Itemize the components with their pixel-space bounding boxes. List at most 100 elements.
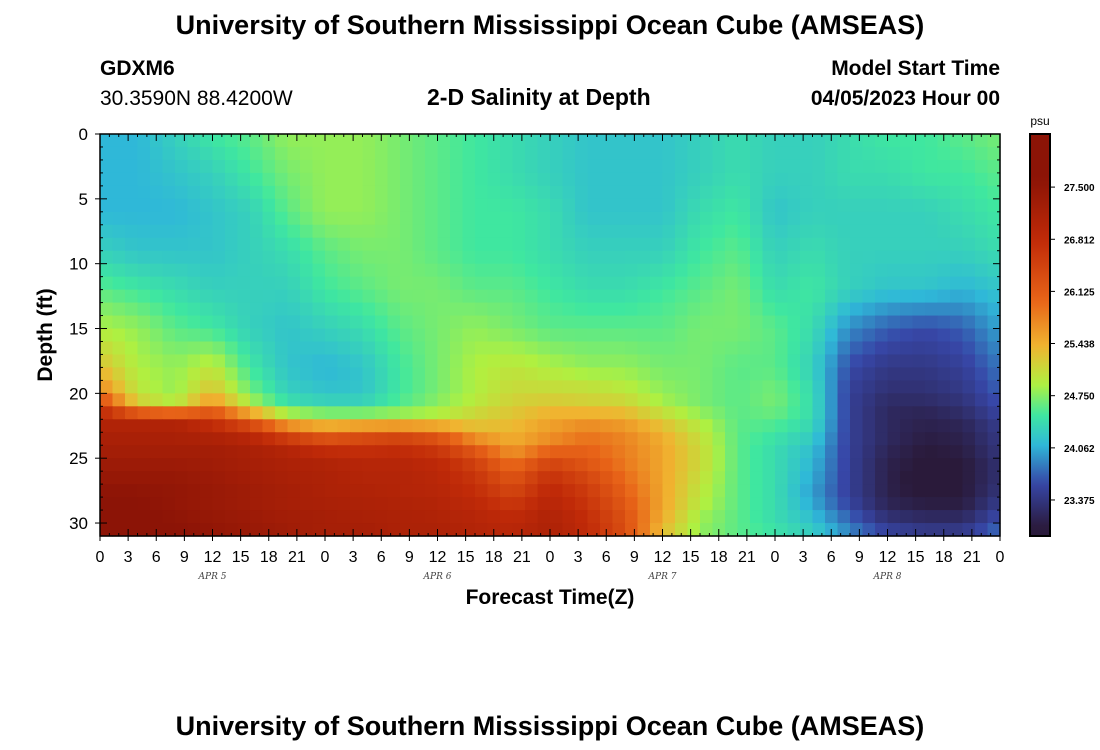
heatmap-cell: [762, 172, 776, 187]
x-tick-label: 6: [377, 549, 386, 566]
heatmap-cell: [825, 263, 839, 278]
heatmap-cell: [162, 302, 176, 317]
heatmap-cell: [675, 510, 689, 524]
heatmap-cell: [737, 406, 751, 420]
x-tick-label: 3: [124, 549, 133, 566]
heatmap-cell: [100, 523, 114, 537]
heatmap-cell: [312, 134, 326, 148]
heatmap-cell: [550, 263, 564, 278]
heatmap-cell: [987, 315, 1001, 330]
heatmap-cell: [425, 237, 439, 252]
heatmap-cell: [912, 471, 926, 485]
heatmap-cell: [900, 432, 914, 446]
heatmap-cell: [862, 146, 876, 161]
heatmap-cell: [475, 432, 489, 446]
heatmap-cell: [475, 134, 489, 148]
heatmap-cell: [462, 134, 476, 148]
heatmap-cell: [812, 406, 826, 420]
heatmap-cell: [775, 406, 789, 420]
heatmap-cell: [200, 250, 214, 265]
heatmap-cell: [462, 172, 476, 187]
heatmap-cell: [562, 328, 576, 343]
heatmap-cell: [237, 380, 251, 394]
heatmap-cell: [912, 250, 926, 265]
heatmap-cell: [275, 406, 289, 420]
heatmap-cell: [937, 419, 951, 433]
heatmap-cell: [837, 315, 851, 330]
heatmap-cell: [500, 471, 514, 485]
heatmap-cell: [525, 471, 539, 485]
heatmap-cell: [275, 224, 289, 239]
heatmap-cell: [250, 211, 264, 226]
heatmap-cell: [825, 484, 839, 498]
heatmap-cell: [312, 185, 326, 200]
heatmap-cell: [112, 354, 126, 369]
heatmap-cell: [775, 211, 789, 226]
heatmap-cell: [137, 341, 151, 356]
heatmap-cell: [675, 445, 689, 459]
heatmap-cell: [375, 315, 389, 330]
heatmap-cell: [687, 497, 701, 511]
x-tick-label: 6: [152, 549, 161, 566]
heatmap-cell: [275, 497, 289, 511]
heatmap-cell: [475, 146, 489, 161]
heatmap-cell: [962, 510, 976, 524]
heatmap-cell: [100, 185, 114, 200]
heatmap-cell: [675, 367, 689, 381]
heatmap-cell: [887, 367, 901, 381]
heatmap-cell: [262, 276, 276, 291]
heatmap-cell: [325, 146, 339, 161]
heatmap-cell: [625, 276, 639, 291]
heatmap-cell: [875, 510, 889, 524]
heatmap-cell: [625, 341, 639, 356]
heatmap-cell: [625, 523, 639, 537]
heatmap-cell: [325, 237, 339, 252]
heatmap-cell: [225, 328, 239, 343]
heatmap-cell: [712, 224, 726, 239]
heatmap-cell: [412, 354, 426, 369]
heatmap-cell: [612, 354, 626, 369]
heatmap-cell: [225, 341, 239, 356]
heatmap-cell: [225, 458, 239, 472]
x-tick-label: 9: [630, 549, 639, 566]
heatmap-cell: [500, 445, 514, 459]
heatmap-cell: [500, 302, 514, 317]
heatmap-cell: [325, 406, 339, 420]
heatmap-cell: [737, 276, 751, 291]
heatmap-cell: [637, 406, 651, 420]
heatmap-cell: [737, 354, 751, 369]
heatmap-cell: [637, 302, 651, 317]
x-tick-label: 9: [180, 549, 189, 566]
heatmap-cell: [850, 523, 864, 537]
heatmap-cell: [125, 276, 139, 291]
heatmap-cell: [950, 380, 964, 394]
heatmap-cell: [775, 523, 789, 537]
heatmap-cell: [112, 406, 126, 420]
heatmap-cell: [375, 289, 389, 304]
heatmap-cell: [562, 172, 576, 187]
heatmap-cell: [400, 432, 414, 446]
heatmap-cell: [975, 432, 989, 446]
heatmap-cell: [337, 315, 351, 330]
heatmap-cell: [900, 354, 914, 369]
heatmap-cell: [350, 510, 364, 524]
heatmap-cell: [587, 419, 601, 433]
heatmap-cell: [300, 328, 314, 343]
heatmap-cell: [662, 146, 676, 161]
heatmap-cell: [837, 276, 851, 291]
heatmap-cell: [112, 445, 126, 459]
heatmap-cell: [412, 302, 426, 317]
heatmap-cell: [400, 419, 414, 433]
x-tick-label: 15: [907, 549, 925, 566]
heatmap-cell: [500, 185, 514, 200]
heatmap-cell: [987, 237, 1001, 252]
heatmap-cell: [887, 432, 901, 446]
heatmap-cell: [700, 146, 714, 161]
colorbar-tick-label: 26.812: [1064, 235, 1095, 246]
heatmap-cell: [237, 445, 251, 459]
x-tick-label: 6: [827, 549, 836, 566]
heatmap-cell: [587, 354, 601, 369]
heatmap-cell: [725, 146, 739, 161]
heatmap-cell: [550, 458, 564, 472]
heatmap-cell: [362, 523, 376, 537]
